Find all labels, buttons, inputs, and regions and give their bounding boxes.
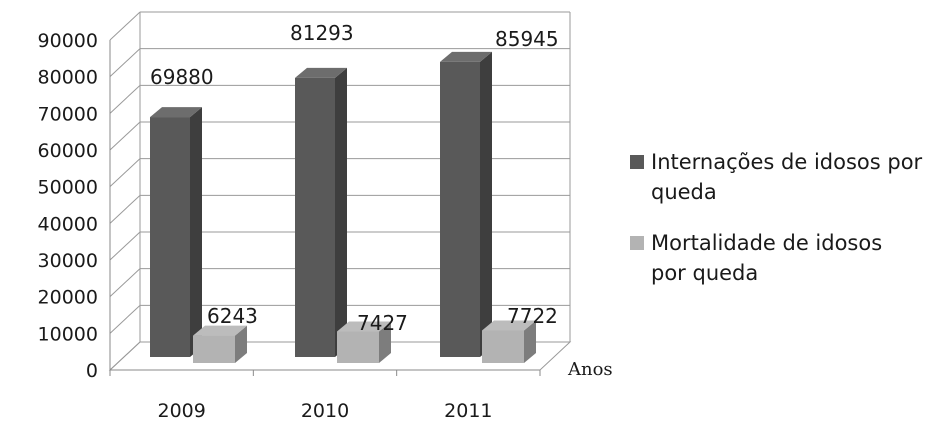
bar-internacoes-2011 bbox=[440, 51, 492, 357]
side-wall-gridline bbox=[109, 158, 141, 188]
bar-side-face bbox=[379, 321, 391, 363]
bar-top-face bbox=[440, 51, 492, 62]
y-tick-label: 70000 bbox=[38, 103, 98, 125]
bar-internacoes-2009 bbox=[150, 107, 202, 357]
side-wall-gridline bbox=[109, 231, 141, 261]
bar-top-face bbox=[193, 325, 247, 336]
data-label: 69880 bbox=[150, 65, 214, 89]
data-label: 85945 bbox=[495, 27, 559, 51]
chart-labels: 0 10000 20000 30000 40000 50000 60000 70000 8000… bbox=[38, 21, 559, 422]
bar-side-face bbox=[235, 325, 247, 363]
legend-label-internacoes-line2: queda bbox=[651, 180, 717, 204]
side-wall-gridline bbox=[109, 48, 141, 78]
bar-side-face bbox=[524, 320, 536, 363]
bar-top-face bbox=[337, 321, 391, 332]
y-tick-label: 0 bbox=[86, 360, 98, 382]
data-label: 7427 bbox=[357, 311, 408, 335]
y-tick-label: 90000 bbox=[38, 30, 98, 52]
bar-top-face bbox=[295, 67, 347, 78]
legend-swatch-mortalidade bbox=[630, 236, 644, 250]
bar-front-face bbox=[150, 117, 190, 357]
legend: Internações de idosos por queda Mortalid… bbox=[630, 150, 923, 285]
y-tick-label: 10000 bbox=[38, 323, 98, 345]
data-label: 81293 bbox=[290, 21, 354, 45]
bar-top-face bbox=[482, 320, 536, 331]
side-wall-gridline bbox=[109, 268, 141, 298]
side-wall-gridline bbox=[109, 11, 141, 41]
legend-label-mortalidade-line1: Mortalidade de idosos bbox=[651, 231, 882, 255]
bar-front-face bbox=[440, 61, 480, 357]
legend-label-mortalidade-line2: por queda bbox=[651, 261, 758, 285]
y-tick-label: 50000 bbox=[38, 177, 98, 199]
y-tick-label: 80000 bbox=[38, 67, 98, 89]
data-label: 7722 bbox=[507, 304, 558, 328]
x-tick-label: 2011 bbox=[444, 400, 492, 422]
bar-front-face bbox=[337, 331, 379, 363]
data-label: 6243 bbox=[207, 304, 258, 328]
bar-top-face bbox=[150, 107, 202, 118]
chart-axes bbox=[108, 11, 572, 376]
bar-side-face bbox=[335, 67, 347, 357]
bar-front-face bbox=[193, 335, 235, 363]
y-tick-label: 20000 bbox=[38, 287, 98, 309]
legend-swatch-internacoes bbox=[630, 155, 644, 169]
bar-internacoes-2010 bbox=[295, 67, 347, 357]
side-wall-gridline bbox=[109, 84, 141, 114]
x-axis-title: Anos bbox=[567, 359, 613, 380]
y-tick-label: 40000 bbox=[38, 213, 98, 235]
x-tick-label: 2009 bbox=[157, 400, 205, 422]
bar-front-face bbox=[482, 330, 524, 363]
bar-front-face bbox=[295, 77, 335, 357]
bar-side-face bbox=[190, 107, 202, 357]
x-tick-label: 2010 bbox=[301, 400, 349, 422]
side-wall-gridline bbox=[109, 194, 141, 224]
bar-side-face bbox=[480, 51, 492, 357]
legend-label-internacoes-line1: Internações de idosos por bbox=[651, 150, 923, 174]
bar-mortalidade-2011 bbox=[482, 320, 536, 363]
chart-bars bbox=[150, 51, 536, 363]
side-wall-gridline bbox=[109, 304, 141, 334]
bar-mortalidade-2009 bbox=[193, 325, 247, 363]
y-tick-label: 30000 bbox=[38, 250, 98, 272]
bar-mortalidade-2010 bbox=[337, 321, 391, 363]
y-tick-label: 60000 bbox=[38, 140, 98, 162]
side-wall-gridline bbox=[109, 121, 141, 151]
